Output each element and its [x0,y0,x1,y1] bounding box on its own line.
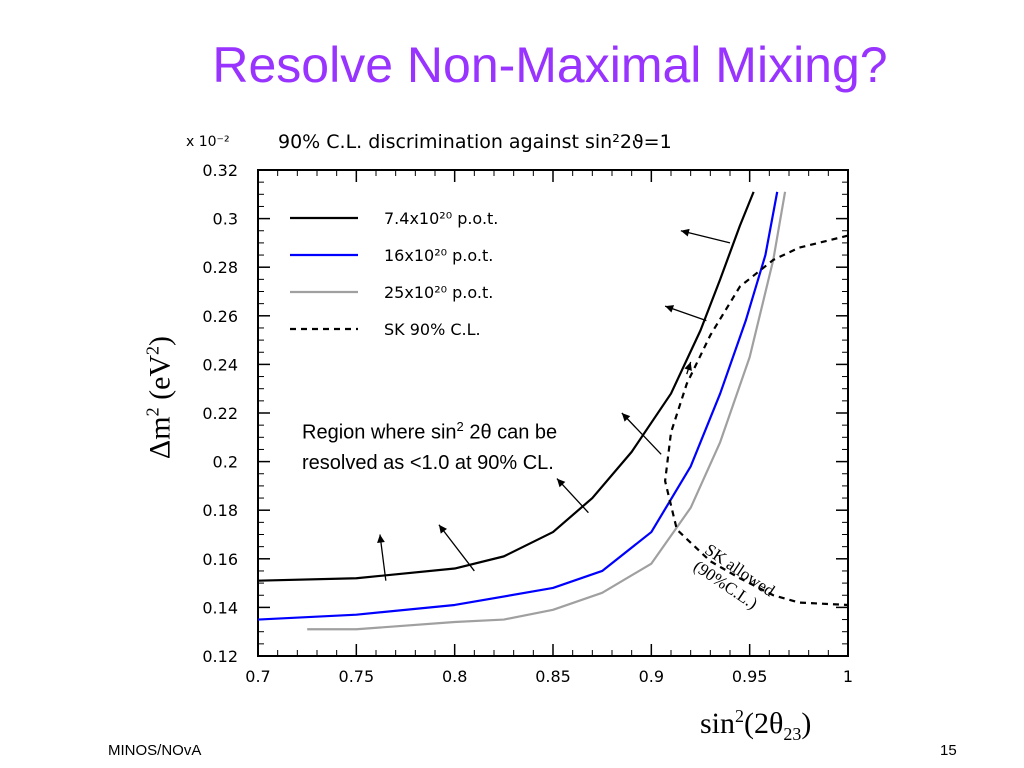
series-line-2 [257,191,779,621]
x-tick-label: 0.75 [339,667,375,686]
y-tick-label: 0.2 [213,453,238,472]
y-tick-label: 0.18 [202,501,238,520]
arrow-head [438,524,447,534]
series-line-4 [663,234,849,607]
y-tick-label: 0.32 [202,161,238,180]
arrow-shaft [680,230,731,244]
arrow-head [680,228,690,237]
y-tick-label: 0.28 [202,258,238,277]
legend-label: SK 90% C.L. [384,320,481,339]
region-annotation: Region where sin2 2θ can be resolved as … [302,419,558,474]
footer-left: MINOS/NOvA [108,742,202,759]
x-tick-label: 0.9 [639,667,664,686]
axes-layer: 0.12 0.14 0.16 0.18 0.2 0.22 0.24 0.26 0.28 0.3 0.… [202,161,853,686]
x-tick-label: 0.7 [245,667,270,686]
slide-title: Resolve Non-Maximal Mixing? [212,37,888,93]
arrow-shaft [621,412,662,455]
y-tick-label: 0.12 [202,647,238,666]
legend-label: 25x10²⁰ p.o.t. [384,283,493,302]
y-multiplier: x 10⁻² [186,134,230,150]
x-axis-label: sin2(2θ23) [700,706,812,744]
arrow-head [665,305,675,313]
arrow-head [377,534,385,544]
series-line-1 [257,191,755,582]
chart-title: 90% C.L. discrimination against sin²2ϑ=1 [278,131,672,153]
series-layer [257,191,849,631]
y-tick-label: 0.3 [213,210,238,229]
y-tick-label: 0.22 [202,404,238,423]
x-tick-label: 0.8 [442,667,467,686]
arrow-head [556,478,566,488]
x-tick-label: 1 [843,667,853,686]
legend-label: 16x10²⁰ p.o.t. [384,246,493,265]
y-tick-label: 0.16 [202,550,238,569]
series-line-3 [307,191,787,631]
slide-number: 15 [940,742,957,759]
y-tick-label: 0.26 [202,307,238,326]
y-tick-label: 0.24 [202,355,238,374]
legend: 7.4x10²⁰ p.o.t. 16x10²⁰ p.o.t. 25x10²⁰ p.o… [290,209,498,339]
y-axis-label: Δm2 (eV2) [142,335,177,460]
arrow-shaft [438,524,475,572]
y-tick-label: 0.14 [202,598,238,617]
arrow-head [621,413,631,422]
arrow-layer [377,228,731,581]
legend-label: 7.4x10²⁰ p.o.t. [384,209,498,228]
x-tick-label: 0.85 [535,667,571,686]
x-tick-label: 0.95 [732,667,768,686]
arrow-head [684,361,692,371]
